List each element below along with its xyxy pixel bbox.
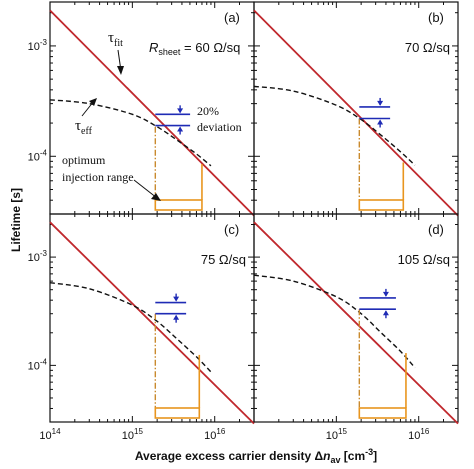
up-arrow-icon (377, 119, 384, 125)
down-arrow-icon (173, 296, 180, 302)
up-arrow-icon (177, 126, 184, 132)
panel-d-ticks (253, 214, 459, 423)
up-arrow-icon (382, 310, 389, 316)
sheet-resistance-label: 75 Ω/sq (201, 252, 246, 267)
optimum-pointer (133, 179, 158, 199)
x-tick-label: 1016 (408, 427, 430, 442)
tau-eff-curve (253, 274, 416, 369)
y-tick-label: 10-3 (28, 38, 48, 53)
optimum-range-box (154, 407, 201, 419)
tau-fit-arrowhead (117, 66, 124, 75)
y-tick-label: 10-4 (28, 357, 48, 372)
panel-c-ticks (49, 214, 255, 423)
panel-b-frame (253, 1, 459, 215)
x-tick-label: 1014 (39, 427, 61, 442)
deviation-line-2: deviation (197, 120, 242, 134)
optimum-line-2: injection range (62, 170, 134, 184)
tau-fit-line (253, 9, 459, 217)
x-tick-label: 1015 (326, 427, 348, 442)
panel-b: (b) 70 Ω/sq (253, 1, 459, 217)
sheet-resistance-label: 105 Ω/sq (398, 252, 450, 267)
tau-eff-curve (253, 85, 416, 166)
panel-c: 10-4 10-3 1014 1015 1016 (c) 75 Ω/sq (28, 213, 255, 442)
panel-a-annotations: τfit Rsheet = 60 Ω/sq τeff 20% deviation… (62, 30, 242, 201)
x-tick-label: 1016 (204, 427, 226, 442)
tau-fit-line (253, 221, 459, 425)
tau-eff-curve (49, 282, 212, 373)
up-arrow-icon (173, 314, 180, 320)
optimum-line-1: optimum (62, 153, 106, 167)
panel-label: (c) (224, 222, 239, 237)
deviation-line-1: 20% (197, 104, 219, 118)
optimum-range-box (154, 199, 203, 211)
tau-fit-line (49, 221, 255, 425)
panel-label: (b) (428, 10, 444, 25)
panel-d-frame (253, 213, 459, 423)
y-axis-title: Lifetime [s] (9, 188, 23, 252)
x-tick-label: 1015 (122, 427, 144, 442)
panel-d: 1015 1016 (d) 105 Ω/sq (253, 213, 459, 442)
panel-label: (d) (428, 222, 444, 237)
y-tick-label: 10-3 (28, 249, 48, 264)
down-arrow-icon (377, 100, 384, 106)
down-arrow-icon (177, 108, 184, 114)
tau-fit-label: τfit (108, 30, 123, 49)
y-tick-label: 10-4 (28, 148, 48, 163)
sheet-resistance-label: 70 Ω/sq (405, 40, 450, 55)
tau-eff-arrowhead (89, 98, 97, 106)
down-arrow-icon (382, 291, 389, 297)
optimum-range-box (358, 199, 405, 211)
tau-eff-label: τeff (75, 118, 93, 137)
rsheet-label: Rsheet = 60 Ω/sq (149, 40, 240, 57)
panel-b-ticks (253, 2, 459, 215)
optimum-range-box (358, 407, 407, 419)
x-axis-title: Average excess carrier density Δnav [cm-… (135, 447, 377, 465)
panel-c-frame (49, 213, 255, 423)
tau-fit-line (49, 9, 255, 217)
optimum-arrowhead (151, 193, 161, 201)
panel-label: (a) (224, 10, 240, 25)
